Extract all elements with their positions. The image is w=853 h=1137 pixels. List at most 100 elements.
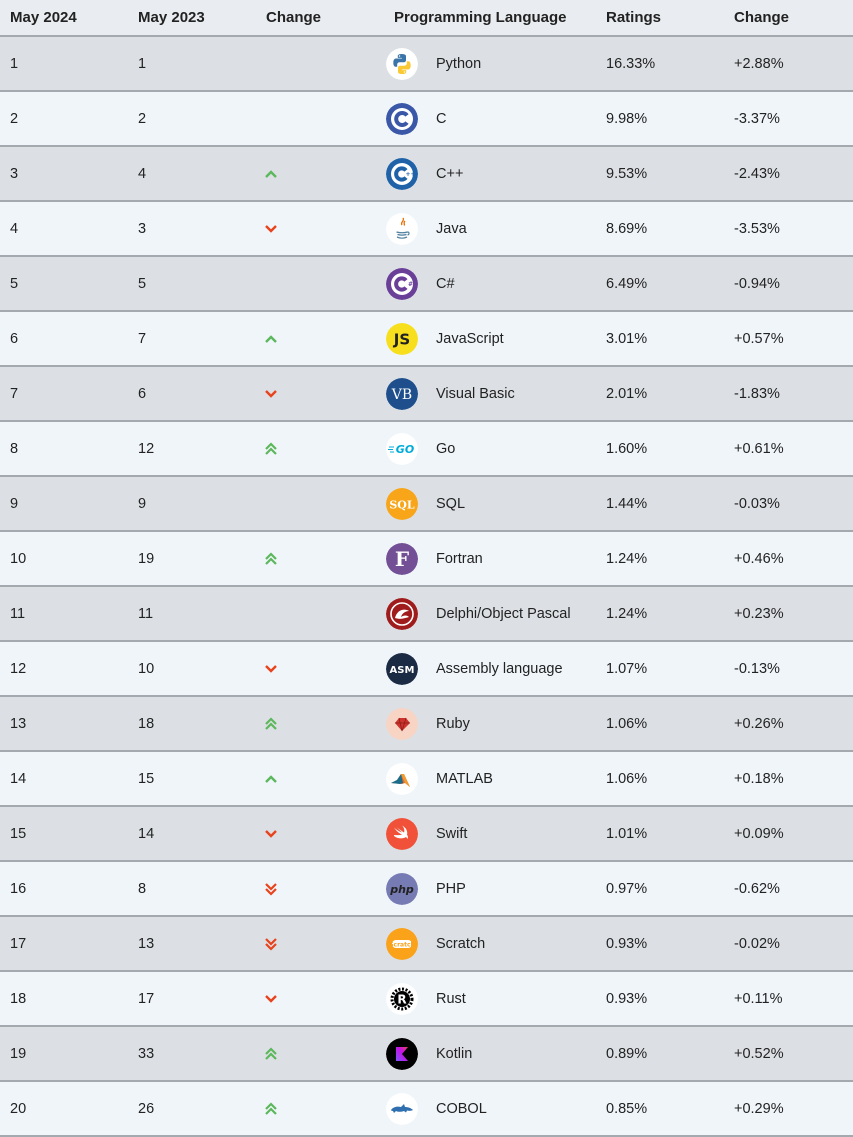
table-row[interactable]: 11 11 Delphi/Object Pascal 1.24% +0.23% bbox=[0, 586, 853, 642]
table-row[interactable]: 4 3 Java 8.69% -3.53% bbox=[0, 201, 853, 257]
change-indicator-cell bbox=[256, 201, 384, 257]
current-rank-cell: 3 bbox=[0, 146, 128, 202]
table-row[interactable]: 7 6 VB Visual Basic 2.01% -1.83% bbox=[0, 366, 853, 422]
rating-change-cell: -0.94% bbox=[724, 256, 853, 312]
language-logo-cell: F bbox=[384, 531, 436, 587]
change-indicator-cell bbox=[256, 586, 384, 642]
current-rank-cell: 19 bbox=[0, 1026, 128, 1082]
change-indicator-cell bbox=[256, 806, 384, 862]
table-row[interactable]: 5 5 # C# 6.49% -0.94% bbox=[0, 256, 853, 312]
header-change[interactable]: Change bbox=[256, 0, 384, 37]
table-row[interactable]: 12 10 ASM Assembly language 1.07% -0.13% bbox=[0, 641, 853, 697]
previous-rank-cell: 6 bbox=[128, 366, 256, 422]
language-logo-cell: # bbox=[384, 256, 436, 312]
table-row[interactable]: 8 12 GO Go 1.60% +0.61% bbox=[0, 421, 853, 477]
svg-text:R: R bbox=[397, 992, 406, 1006]
table-row[interactable]: 18 17 R Rust 0.93% +0.11% bbox=[0, 971, 853, 1027]
rating-change-cell: -2.43% bbox=[724, 146, 853, 202]
language-name-cell: Visual Basic bbox=[436, 366, 596, 422]
language-name-cell: COBOL bbox=[436, 1081, 596, 1137]
current-rank-cell: 4 bbox=[0, 201, 128, 257]
rating-cell: 1.60% bbox=[596, 421, 724, 477]
double-chevron-up-icon bbox=[264, 716, 384, 731]
svg-text:++: ++ bbox=[405, 171, 415, 178]
header-previous-rank[interactable]: May 2023 bbox=[128, 0, 256, 37]
current-rank-cell: 7 bbox=[0, 366, 128, 422]
table-row[interactable]: 19 33 Kotlin 0.89% +0.52% bbox=[0, 1026, 853, 1082]
swift-logo-icon bbox=[386, 817, 418, 850]
current-rank-cell: 14 bbox=[0, 751, 128, 807]
language-name-cell: Delphi/Object Pascal bbox=[436, 586, 596, 642]
language-name-cell: SQL bbox=[436, 476, 596, 532]
rating-cell: 0.97% bbox=[596, 861, 724, 917]
php-logo-icon: php bbox=[386, 872, 418, 905]
change-indicator-cell bbox=[256, 916, 384, 972]
matlab-logo-icon bbox=[386, 762, 418, 795]
language-name-cell: C++ bbox=[436, 146, 596, 202]
python-logo-icon bbox=[386, 47, 418, 80]
language-logo-cell: ASM bbox=[384, 641, 436, 697]
svg-text:SQL: SQL bbox=[389, 498, 415, 511]
table-row[interactable]: 2 2 C 9.98% -3.37% bbox=[0, 91, 853, 147]
header-ratings[interactable]: Ratings bbox=[596, 0, 724, 37]
chevron-up-icon bbox=[264, 169, 384, 179]
rating-change-cell: -0.03% bbox=[724, 476, 853, 532]
change-indicator-cell bbox=[256, 476, 384, 532]
double-chevron-up-icon bbox=[264, 1101, 384, 1116]
previous-rank-cell: 13 bbox=[128, 916, 256, 972]
table-row[interactable]: 6 7 JS JavaScript 3.01% +0.57% bbox=[0, 311, 853, 367]
language-logo-cell: R bbox=[384, 971, 436, 1027]
change-indicator-cell bbox=[256, 146, 384, 202]
language-logo-cell: JS bbox=[384, 311, 436, 367]
previous-rank-cell: 19 bbox=[128, 531, 256, 587]
header-change-percent[interactable]: Change bbox=[724, 0, 853, 37]
rating-cell: 0.89% bbox=[596, 1026, 724, 1082]
scratch-logo-icon: Scratch bbox=[386, 927, 418, 960]
table-row[interactable]: 14 15 MATLAB 1.06% +0.18% bbox=[0, 751, 853, 807]
language-logo-cell bbox=[384, 1081, 436, 1137]
previous-rank-cell: 33 bbox=[128, 1026, 256, 1082]
table-row[interactable]: 1 1 Python 16.33% +2.88% bbox=[0, 36, 853, 92]
rating-cell: 2.01% bbox=[596, 366, 724, 422]
fortran-logo-icon: F bbox=[386, 542, 418, 575]
table-row[interactable]: 10 19 F Fortran 1.24% +0.46% bbox=[0, 531, 853, 587]
language-name-cell: Python bbox=[436, 36, 596, 92]
current-rank-cell: 11 bbox=[0, 586, 128, 642]
previous-rank-cell: 9 bbox=[128, 476, 256, 532]
rating-change-cell: -0.13% bbox=[724, 641, 853, 697]
table-row[interactable]: 16 8 php PHP 0.97% -0.62% bbox=[0, 861, 853, 917]
change-indicator-cell bbox=[256, 421, 384, 477]
table-row[interactable]: 9 9 SQL SQL 1.44% -0.03% bbox=[0, 476, 853, 532]
rating-cell: 9.98% bbox=[596, 91, 724, 147]
table-row[interactable]: 13 18 Ruby 1.06% +0.26% bbox=[0, 696, 853, 752]
rating-cell: 3.01% bbox=[596, 311, 724, 367]
table-row[interactable]: 20 26 COBOL 0.85% +0.29% bbox=[0, 1081, 853, 1137]
rating-change-cell: +0.18% bbox=[724, 751, 853, 807]
kotlin-logo-icon bbox=[386, 1037, 418, 1070]
language-logo-cell: Scratch bbox=[384, 916, 436, 972]
language-name-cell: Kotlin bbox=[436, 1026, 596, 1082]
rating-cell: 1.06% bbox=[596, 696, 724, 752]
table-row[interactable]: 17 13 Scratch Scratch 0.93% -0.02% bbox=[0, 916, 853, 972]
double-chevron-up-icon bbox=[264, 1046, 384, 1061]
chevron-down-icon bbox=[264, 224, 384, 234]
header-language[interactable]: Programming Language bbox=[384, 0, 596, 37]
language-name-cell: C# bbox=[436, 256, 596, 312]
language-logo-cell bbox=[384, 806, 436, 862]
rating-change-cell: +0.11% bbox=[724, 971, 853, 1027]
current-rank-cell: 8 bbox=[0, 421, 128, 477]
rust-logo-icon: R bbox=[386, 982, 418, 1015]
language-name-cell: JavaScript bbox=[436, 311, 596, 367]
change-indicator-cell bbox=[256, 971, 384, 1027]
language-logo-cell bbox=[384, 1026, 436, 1082]
svg-text:JS: JS bbox=[393, 330, 410, 348]
header-current-rank[interactable]: May 2024 bbox=[0, 0, 128, 37]
language-logo-cell: ++ bbox=[384, 146, 436, 202]
table-row[interactable]: 3 4 ++ C++ 9.53% -2.43% bbox=[0, 146, 853, 202]
previous-rank-cell: 18 bbox=[128, 696, 256, 752]
language-name-cell: Go bbox=[436, 421, 596, 477]
current-rank-cell: 18 bbox=[0, 971, 128, 1027]
table-row[interactable]: 15 14 Swift 1.01% +0.09% bbox=[0, 806, 853, 862]
previous-rank-cell: 2 bbox=[128, 91, 256, 147]
